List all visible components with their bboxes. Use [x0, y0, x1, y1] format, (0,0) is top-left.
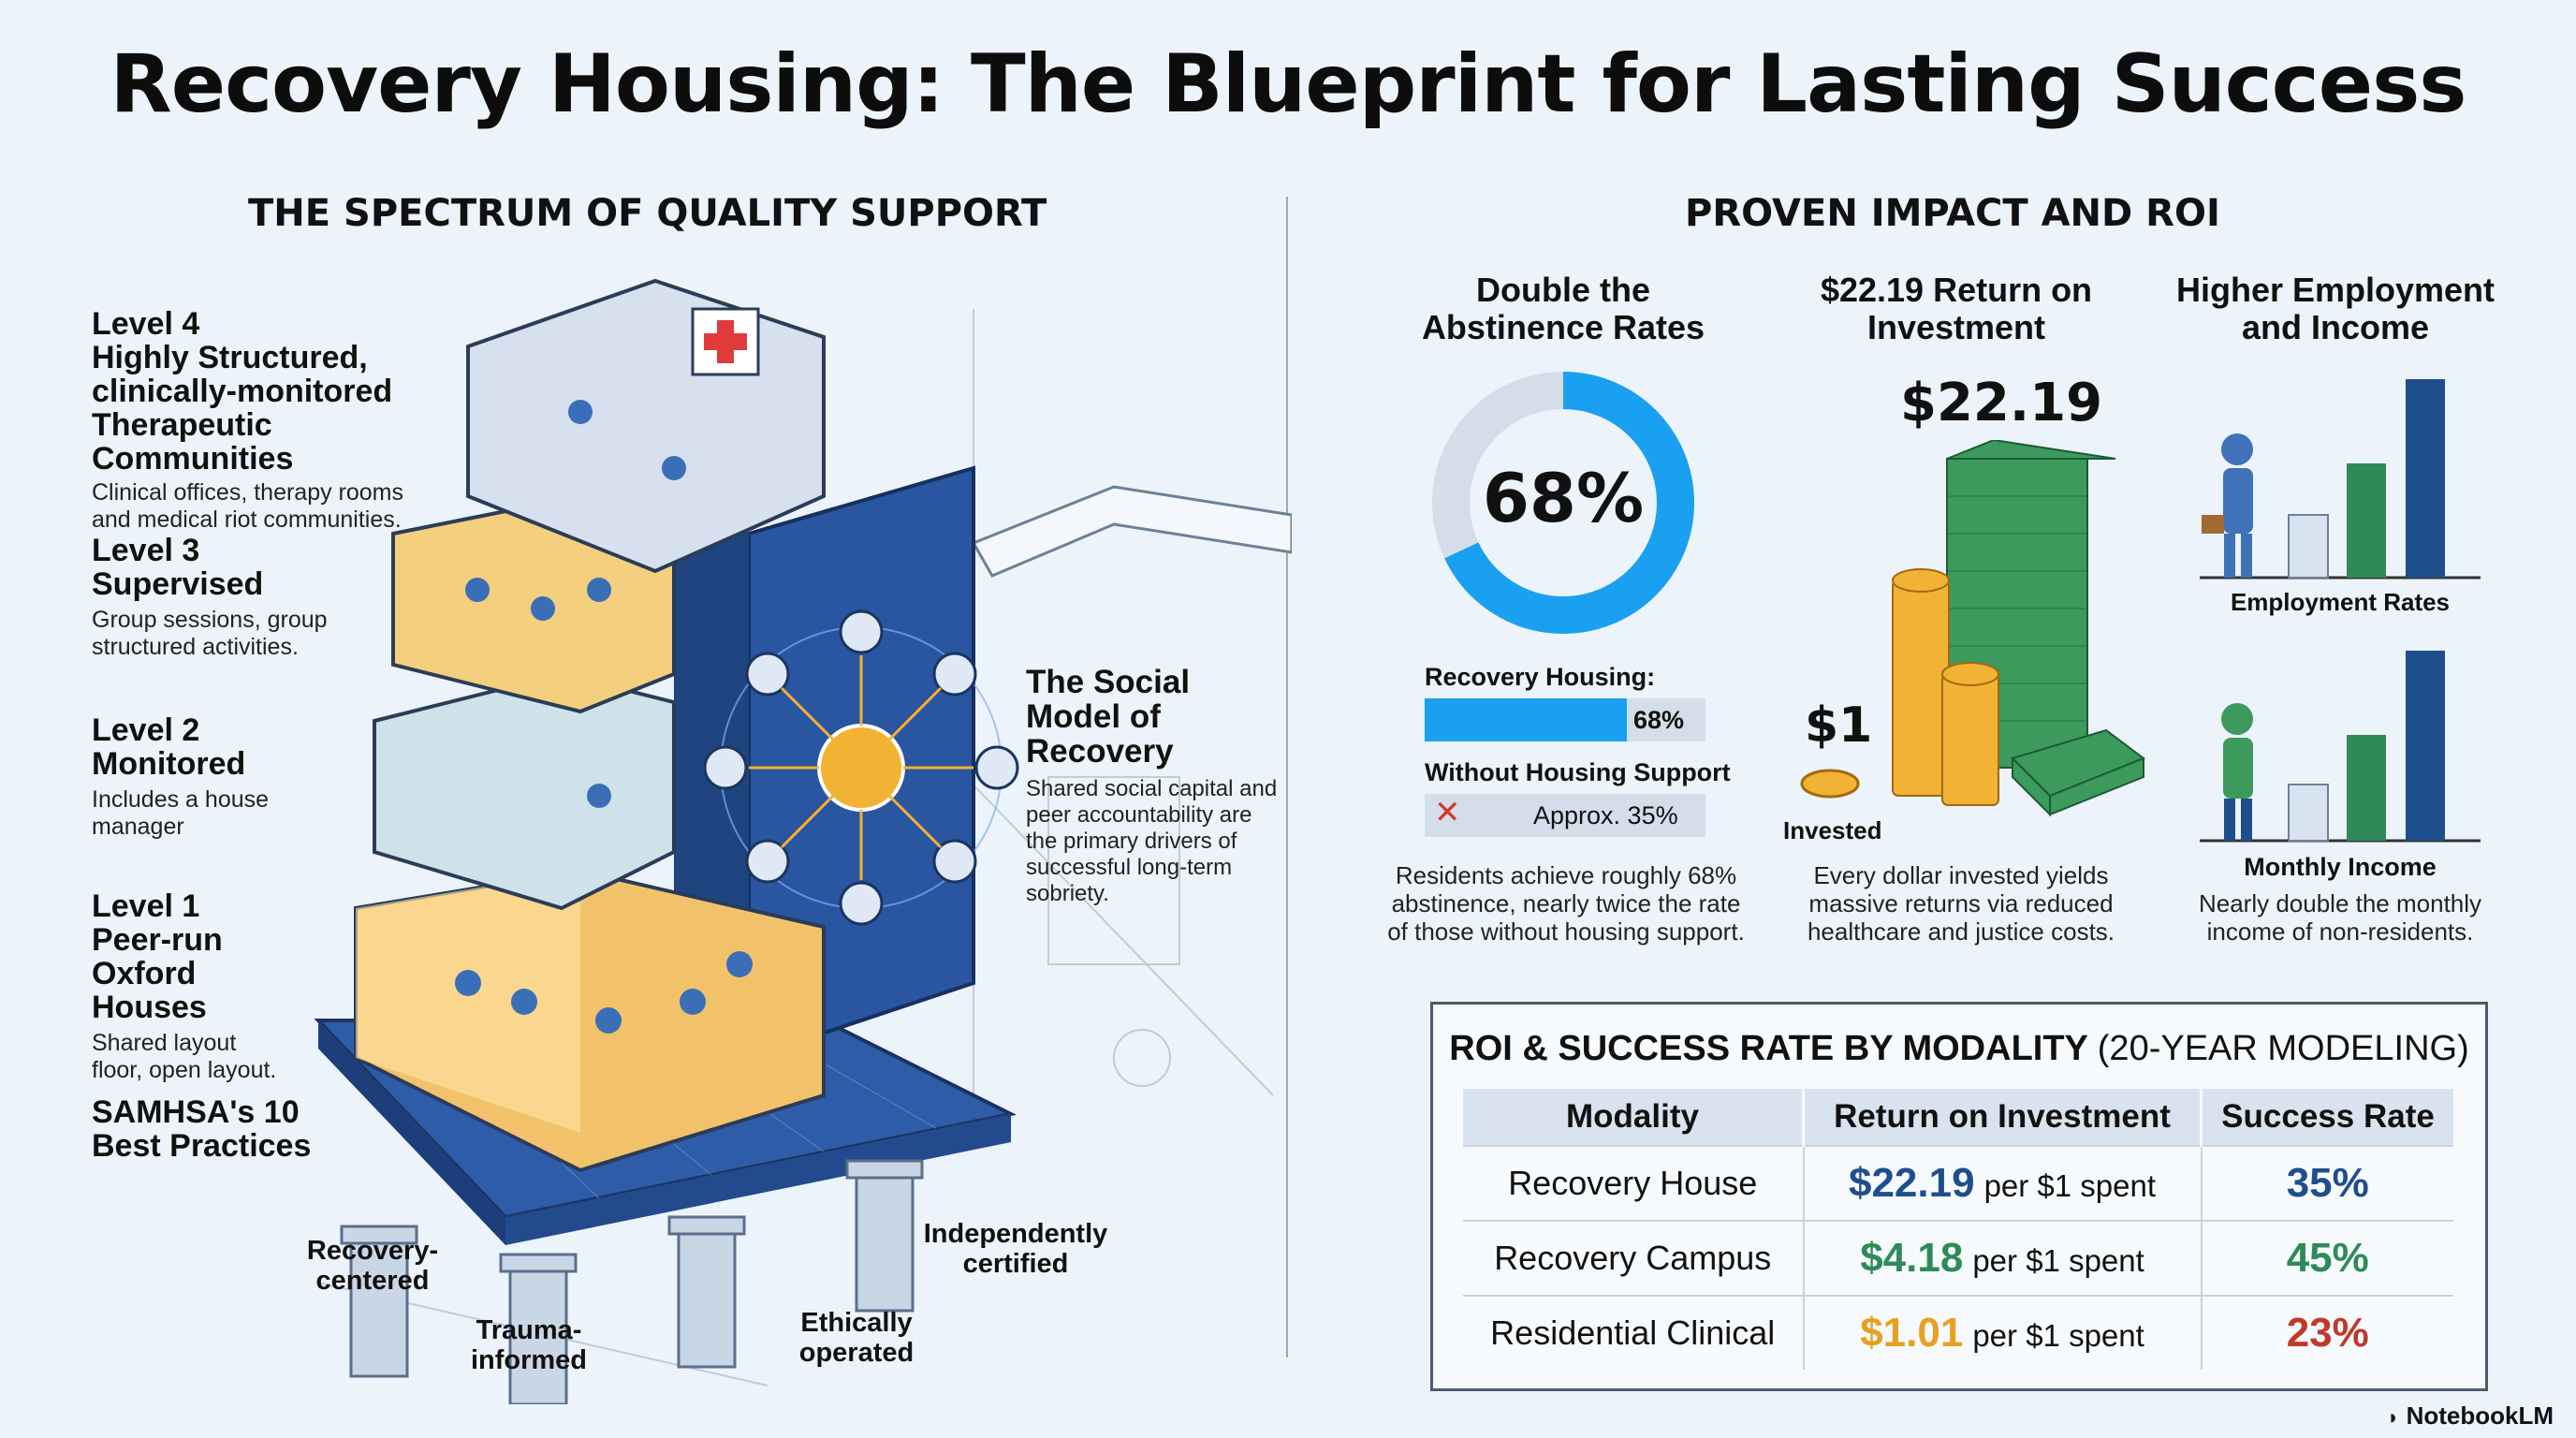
pillar-ethically-operated: Ethically operated: [798, 1308, 915, 1368]
table-row: Recovery House $22.19 per $1 spent 35%: [1463, 1145, 2453, 1221]
roi-per: per $1 spent: [1972, 1243, 2144, 1278]
table-header-row: Modality Return on Investment Success Ra…: [1463, 1089, 2453, 1146]
table-title-sub: (20-YEAR MODELING): [2097, 1029, 2469, 1068]
roi-small-label: Invested: [1783, 816, 1882, 844]
right-heading: PROVEN IMPACT AND ROI: [1685, 192, 2220, 235]
page-title: Recovery Housing: The Blueprint for Last…: [110, 37, 2467, 131]
brand-logo: ◗ NotebookLM: [2387, 1401, 2554, 1431]
rate-value: 35%: [2286, 1160, 2369, 1206]
roi-small-value: $1: [1805, 697, 1873, 754]
roi-big-value: $22.19: [1900, 373, 2103, 433]
roi-cell: $1.01 per $1 spent: [1803, 1295, 2203, 1370]
employment-desc: Nearly double the monthly income of non-…: [2198, 889, 2482, 946]
bar2-track: [1425, 794, 1705, 837]
x-icon: ✕: [1434, 795, 1461, 830]
level-4-label: Level 4: [92, 306, 200, 342]
pillar-recovery-centered: Recovery-centered: [306, 1236, 439, 1296]
level-3-name: Supervised: [92, 566, 264, 602]
table-title: ROI & SUCCESS RATE BY MODALITY (20-YEAR …: [1433, 1029, 2485, 1069]
rate-cell: 45%: [2201, 1220, 2453, 1296]
chart1-label: Employment Rates: [2230, 588, 2451, 616]
roi-table-panel: ROI & SUCCESS RATE BY MODALITY (20-YEAR …: [1430, 1002, 2488, 1391]
bar1-track: [1425, 698, 1705, 741]
level-4-name: Highly Structured, clinically-monitored …: [92, 340, 393, 477]
roi-per: per $1 spent: [1972, 1318, 2144, 1353]
level-2-label: Level 2: [92, 712, 200, 748]
header-roi: Return on Investment: [1803, 1089, 2203, 1146]
pillar-independently-certified: Independently certified: [923, 1219, 1108, 1279]
level-3: Level 3 Supervised Group sessions, group…: [92, 534, 373, 661]
roi-title: $22.19 Return on Investment: [1820, 271, 2093, 346]
level-3-desc: Group sessions, group structured activit…: [92, 607, 328, 660]
brand-label: NotebookLM: [2406, 1401, 2554, 1430]
social-model: The Social Model of Recovery Shared soci…: [1026, 665, 1279, 907]
samhsa-label: SAMHSA's 10 Best Practices: [92, 1094, 312, 1164]
level-3-label: Level 3: [92, 533, 200, 568]
header-success-rate: Success Rate: [2201, 1089, 2453, 1146]
level-1-name: Peer-run Oxford Houses: [92, 922, 223, 1025]
social-model-desc: Shared social capital and peer accountab…: [1026, 776, 1278, 906]
roi-value: $1.01: [1860, 1310, 1964, 1356]
roi-cell: $4.18 per $1 spent: [1803, 1220, 2203, 1296]
donut-value: 68%: [1482, 459, 1645, 537]
rate-value: 45%: [2286, 1235, 2369, 1281]
roi-value: $4.18: [1860, 1235, 1964, 1281]
abstinence-title: Double the Abstinence Rates: [1421, 271, 1705, 346]
level-2-desc: Includes a house manager: [92, 786, 270, 840]
employment-title: Higher Employment and Income: [2175, 271, 2496, 346]
building-illustration: [314, 278, 1292, 1404]
bar1-fill: [1425, 698, 1627, 741]
rate-value: 23%: [2286, 1310, 2369, 1356]
rate-cell: 23%: [2201, 1295, 2453, 1370]
modality-cell: Recovery Campus: [1463, 1220, 1805, 1296]
table-title-main: ROI & SUCCESS RATE BY MODALITY: [1449, 1029, 2088, 1068]
level-1: Level 1 Peer-run Oxford Houses Shared la…: [92, 889, 373, 1084]
rate-cell: 35%: [2201, 1145, 2453, 1221]
level-1-desc: Shared layout floor, open layout.: [92, 1030, 277, 1083]
chart2-label: Monthly Income: [2244, 853, 2437, 881]
roi-value: $22.19: [1848, 1160, 1975, 1206]
bar2-label: Without Housing Support: [1425, 758, 1731, 786]
modality-cell: Recovery House: [1463, 1145, 1805, 1221]
level-2: Level 2 Monitored Includes a house manag…: [92, 713, 373, 841]
abstinence-donut: [1432, 372, 1694, 634]
level-4-desc: Clinical offices, therapy rooms and medi…: [92, 479, 404, 533]
roi-cell: $22.19 per $1 spent: [1803, 1145, 2203, 1221]
table-row: Recovery Campus $4.18 per $1 spent 45%: [1463, 1220, 2453, 1296]
roi-table: Modality Return on Investment Success Ra…: [1463, 1089, 2453, 1370]
header-modality: Modality: [1463, 1089, 1805, 1146]
roi-desc: Every dollar invested yields massive ret…: [1807, 861, 2115, 946]
social-model-title: The Social Model of Recovery: [1026, 664, 1191, 770]
bar1-label: Recovery Housing:: [1425, 663, 1656, 691]
employment-chart: [2200, 379, 2481, 580]
roi-per: per $1 spent: [1983, 1168, 2157, 1203]
income-chart: [2200, 651, 2481, 843]
center-divider: [1286, 197, 1288, 1357]
level-1-label: Level 1: [92, 888, 200, 924]
modality-cell: Residential Clinical: [1463, 1295, 1805, 1370]
money-stack-icon: [1892, 440, 2146, 817]
level-2-name: Monitored: [92, 746, 246, 782]
abstinence-desc: Residents achieve roughly 68% abstinence…: [1387, 861, 1745, 946]
bar1-value: 68%: [1633, 706, 1685, 734]
coin-icon: [1800, 769, 1860, 799]
level-4: Level 4 Highly Structured, clinically-mo…: [92, 307, 466, 534]
table-row: Residential Clinical $1.01 per $1 spent 23…: [1463, 1295, 2453, 1370]
bar2-value: Approx. 35%: [1533, 801, 1678, 829]
left-heading: THE SPECTRUM OF QUALITY SUPPORT: [248, 192, 1047, 235]
pillar-trauma-informed: Trauma-informed: [470, 1315, 588, 1375]
brand-icon: ◗: [2387, 1405, 2400, 1429]
